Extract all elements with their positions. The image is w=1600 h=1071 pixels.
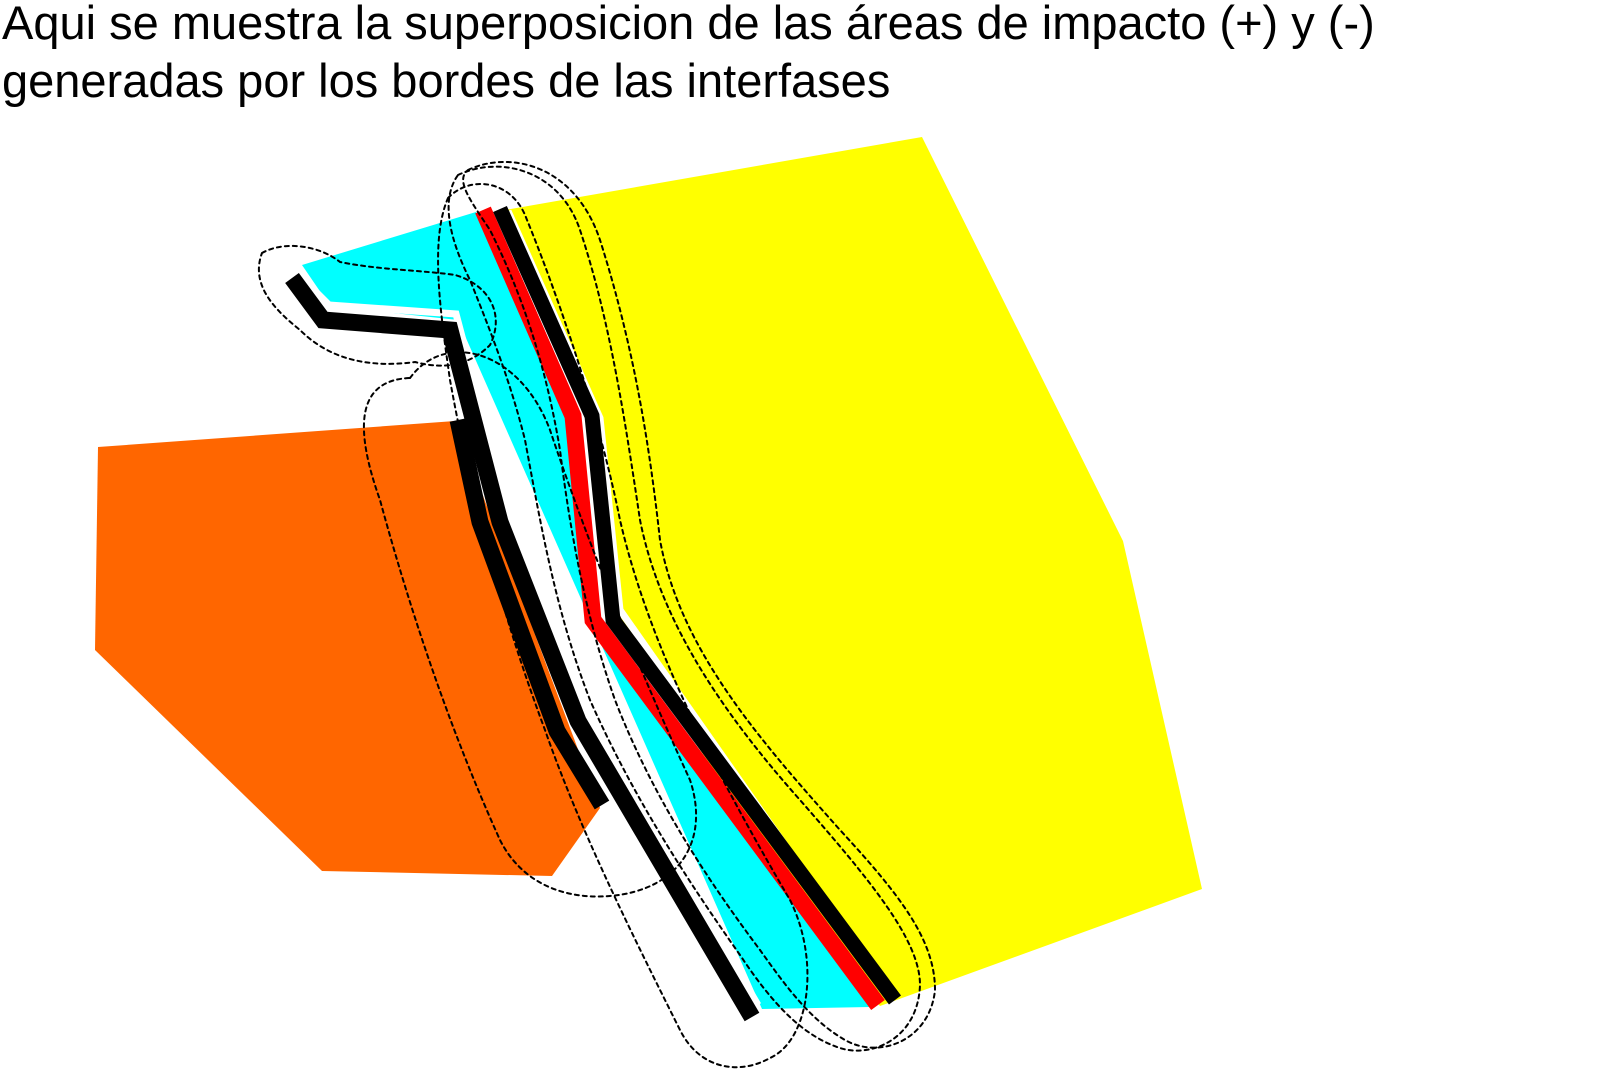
cyan-area: [302, 212, 870, 1009]
impact-outline-cyan-right: [447, 165, 922, 1052]
yellow-left-border: [493, 205, 902, 1005]
orange-area: [95, 421, 600, 876]
diagram-caption: Aqui se muestra la superposicion de las …: [2, 0, 1598, 110]
caption-line-1: Aqui se muestra la superposicion de las …: [2, 0, 1375, 49]
impact-outline-orange-border: [362, 351, 698, 898]
orange-inner-border: [449, 418, 610, 810]
impact-outline-cyan-left: [437, 183, 809, 1069]
impact-area-outlines: [257, 161, 937, 1069]
impact-outline-yellow-border: [462, 161, 937, 1049]
cyan-right-border-red: [475, 206, 885, 1011]
impact-outline-top-left: [257, 244, 497, 367]
yellow-area: [505, 137, 1202, 1006]
cyan-left-border: [285, 272, 760, 1022]
left-border-separator: [297, 273, 762, 1007]
caption-line-2: generadas por los bordes de las interfas…: [2, 54, 891, 107]
